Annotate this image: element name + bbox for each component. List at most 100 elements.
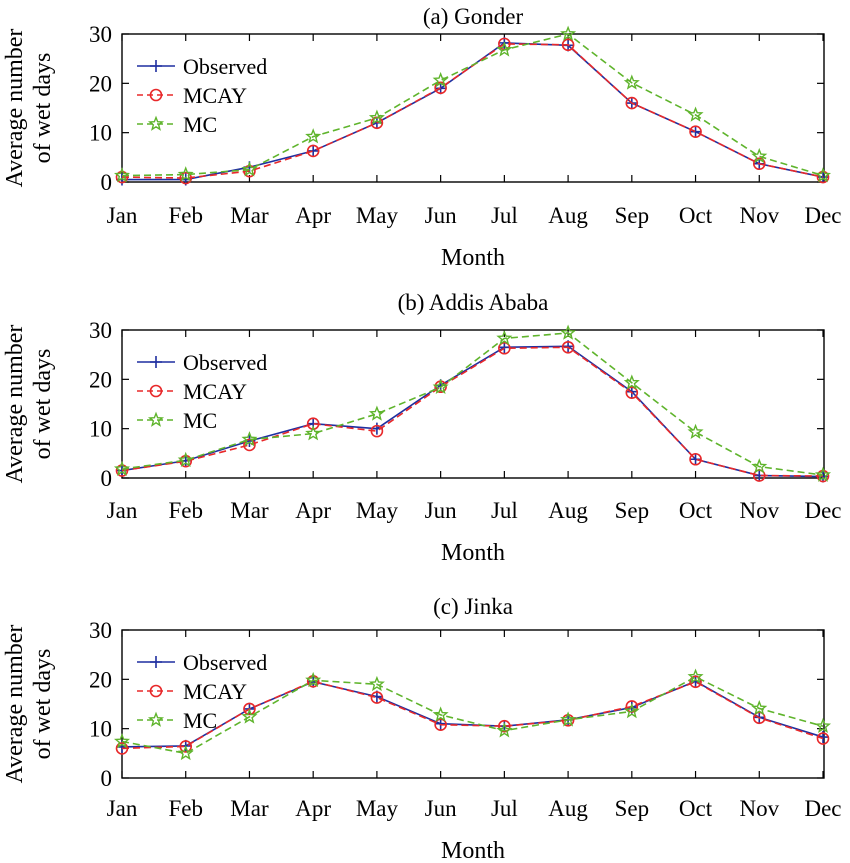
x-tick-label: Aug xyxy=(548,203,588,228)
series-line-mc xyxy=(121,33,824,177)
data-point-mc xyxy=(751,458,768,474)
data-point-mc xyxy=(496,722,513,738)
data-point-mc xyxy=(177,166,194,182)
x-tick-label: Jul xyxy=(491,203,518,228)
data-point-mc xyxy=(496,329,513,346)
legend-label: MC xyxy=(183,708,217,733)
legend-label: Observed xyxy=(183,650,267,675)
legend-marker-mc xyxy=(147,411,165,427)
data-point-mc xyxy=(241,708,258,724)
data-point-mcay xyxy=(561,38,575,52)
y-tick-label: 20 xyxy=(89,71,112,96)
data-point-mc xyxy=(113,167,131,183)
data-point-mcay xyxy=(498,719,511,733)
x-tick-label: Feb xyxy=(168,203,203,228)
data-point-mc xyxy=(687,668,704,684)
data-point-mcay xyxy=(179,740,193,753)
data-point-mc xyxy=(560,324,577,340)
data-point-mcay xyxy=(689,125,702,138)
data-point-mc xyxy=(241,161,258,177)
x-tick-label: Dec xyxy=(804,203,841,228)
series-line-mc xyxy=(121,675,824,755)
x-tick-label: Jun xyxy=(425,498,457,523)
x-tick-label: Sep xyxy=(615,498,650,523)
data-point-mcay xyxy=(370,424,384,438)
data-point-mc xyxy=(687,106,704,122)
series-mc xyxy=(113,324,832,482)
x-axis-label: Month xyxy=(441,540,505,566)
x-tick-label: Mar xyxy=(230,498,269,523)
data-point-mcay xyxy=(243,438,256,452)
data-point-mcay xyxy=(498,341,511,355)
legend-marker-mc xyxy=(147,115,165,131)
data-point-mc xyxy=(687,423,704,439)
legend-label: MC xyxy=(183,112,217,137)
data-point-mcay xyxy=(816,469,830,483)
plot-frame xyxy=(121,33,825,183)
y-tick-label: 0 xyxy=(101,766,113,791)
data-point-mc xyxy=(368,405,385,421)
data-point-mc xyxy=(814,717,832,734)
x-tick-label: Dec xyxy=(804,796,841,821)
data-point-observed xyxy=(307,144,320,157)
x-tick-label: Oct xyxy=(679,796,713,821)
x-tick-label: May xyxy=(356,498,399,523)
data-point-mc xyxy=(814,466,832,482)
data-point-mc xyxy=(496,41,513,57)
series-line-mcay xyxy=(121,680,824,750)
data-point-mcay xyxy=(306,675,320,688)
plot-frame xyxy=(121,629,825,779)
y-axis-label: Average numberof wet days xyxy=(2,625,56,784)
y-axis-label-line: of wet days xyxy=(30,649,56,760)
y-axis-label-line: of wet days xyxy=(30,349,56,460)
y-tick-label: 20 xyxy=(89,667,112,692)
legend: Observed MCAY MC xyxy=(137,350,267,433)
data-point-mc xyxy=(432,378,449,395)
series-mc xyxy=(113,25,832,183)
series-mc xyxy=(113,668,832,761)
legend-marker-mcay xyxy=(149,88,163,102)
series-mcay xyxy=(115,340,830,483)
x-tick-label: Feb xyxy=(168,498,203,523)
y-tick-label: 10 xyxy=(89,417,112,442)
legend-marker-observed xyxy=(150,656,162,668)
x-tick-label: Jun xyxy=(425,796,457,821)
x-tick-label: Sep xyxy=(615,203,650,228)
chart-panel-1: (a) Gonder 0 10 20 30 Jan Feb Mar Apr May Jun Jul Au… xyxy=(2,4,842,271)
chart-title: (b) Addis Ababa xyxy=(398,290,549,315)
data-point-mc xyxy=(432,706,449,722)
y-tick-label: 10 xyxy=(89,121,112,146)
data-point-mcay xyxy=(434,81,447,95)
y-tick-label: 30 xyxy=(89,618,112,643)
x-tick-label: Dec xyxy=(804,498,841,523)
y-axis-label: Average numberof wet days xyxy=(2,325,56,484)
legend: Observed MCAY MC xyxy=(137,54,267,137)
x-tick-label: Jan xyxy=(107,203,138,228)
data-point-mcay xyxy=(752,711,766,725)
chart-panel-3: (c) Jinka 0 10 20 30 Jan Feb Mar Apr May Jun Jul Aug… xyxy=(2,594,842,863)
data-point-mcay xyxy=(752,157,766,171)
data-point-mcay xyxy=(115,464,129,477)
data-point-mcay xyxy=(306,144,320,158)
data-point-mc xyxy=(751,147,768,164)
x-tick-label: Jan xyxy=(107,796,138,821)
data-point-mc xyxy=(623,702,640,719)
data-point-mc xyxy=(113,733,131,749)
y-axis-label-line: Average number xyxy=(2,325,28,484)
data-point-mc xyxy=(305,671,322,688)
x-tick-label: Oct xyxy=(679,203,713,228)
series-line-mcay xyxy=(121,346,824,477)
data-point-mc xyxy=(432,71,449,88)
x-tick-label: Nov xyxy=(739,498,779,523)
data-point-mcay xyxy=(243,164,256,178)
data-point-mc xyxy=(623,374,640,390)
data-point-observed xyxy=(689,453,702,466)
legend-label: Observed xyxy=(183,54,267,79)
legend: Observed MCAY MC xyxy=(137,650,267,733)
legend-label: Observed xyxy=(183,350,267,375)
data-point-mc xyxy=(560,25,577,41)
data-point-mc xyxy=(814,167,832,183)
x-tick-label: Aug xyxy=(548,796,588,821)
data-point-mc xyxy=(368,109,385,125)
x-tick-label: Oct xyxy=(679,498,713,523)
